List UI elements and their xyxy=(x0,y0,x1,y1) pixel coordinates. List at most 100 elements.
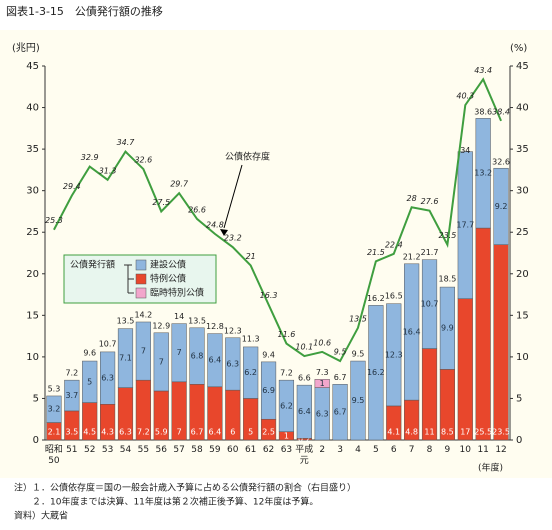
bar-segment xyxy=(457,298,473,441)
y-tick-label: 45 xyxy=(26,61,39,72)
x-tick-label: 52 xyxy=(83,445,96,455)
bar-value-label: 5.9 xyxy=(155,428,168,437)
x-tick-label: 63 xyxy=(280,445,293,455)
bar-value-label: 6 xyxy=(230,428,235,437)
bar-segment xyxy=(457,151,473,299)
x-tick-label: 60 xyxy=(227,445,239,455)
x-axis-label: (年度) xyxy=(478,462,503,474)
y2-tick-label: 20 xyxy=(516,269,529,280)
x-tick-label: 2 xyxy=(319,445,326,455)
bar-value-label: 7 xyxy=(177,348,182,357)
bar-value-label: 3.7 xyxy=(65,391,78,400)
total-label: 11.3 xyxy=(242,335,260,344)
bar-segment xyxy=(493,244,509,441)
bar-value-label: 10.7 xyxy=(421,300,439,309)
total-label: 14.2 xyxy=(134,310,152,319)
x-tick-label: 4 xyxy=(355,445,361,455)
bar-value-label: 13.2 xyxy=(474,169,492,178)
bar-value-label: 7 xyxy=(159,357,164,366)
y-tick-label: 5 xyxy=(33,393,39,404)
x-tick-label: 平成 元 xyxy=(295,445,314,466)
bar-value-label: 5 xyxy=(87,377,92,386)
y2-tick-label: 25 xyxy=(516,227,529,238)
bar-value-label: 6.2 xyxy=(280,401,293,410)
total-label: 9.6 xyxy=(83,349,96,358)
bar-segment xyxy=(207,333,223,388)
bar-value-label: 17.7 xyxy=(456,221,474,230)
total-label: 7.2 xyxy=(65,369,78,378)
x-tick-label: 59 xyxy=(209,445,221,455)
x-tick-label: 58 xyxy=(191,445,203,455)
bar-value-label: 6.7 xyxy=(334,408,347,417)
bar-value-label: 6.3 xyxy=(119,428,132,437)
bar-value-label: 7.1 xyxy=(119,354,132,363)
line-value-label: 24.8 xyxy=(206,220,224,229)
bar-segment xyxy=(82,360,98,403)
line-value-label: 21.5 xyxy=(367,248,385,257)
total-label: 6.6 xyxy=(298,374,311,383)
line-value-label: 10.6 xyxy=(313,338,331,347)
line-value-label: 25.3 xyxy=(45,216,63,225)
bar-segment xyxy=(243,346,259,399)
bar-segment xyxy=(153,332,169,392)
y-tick-label: 15 xyxy=(26,310,39,321)
legend-bracket xyxy=(124,264,134,294)
line-value-label: 21 xyxy=(246,252,256,261)
y2-tick-label: 30 xyxy=(516,186,529,197)
y2-tick-label: 45 xyxy=(516,61,529,72)
bar-value-label: 5 xyxy=(248,428,253,437)
bar-value-label: 16.4 xyxy=(403,327,421,336)
line-value-label: 40.3 xyxy=(456,92,474,101)
total-label: 34 xyxy=(460,146,470,155)
x-tick-label: 62 xyxy=(262,445,275,455)
x-tick-label: 61 xyxy=(244,445,257,455)
y2-tick-label: 15 xyxy=(516,310,529,321)
bar-value-label: 7.2 xyxy=(137,428,150,437)
y2-tick-label: 5 xyxy=(516,393,522,404)
bar-value-label: 23.5 xyxy=(492,428,510,437)
bar-value-label: 9.2 xyxy=(495,202,508,211)
bar-value-label: 6.4 xyxy=(209,428,222,437)
line-value-label: 34.7 xyxy=(117,138,136,147)
line-value-label: 22.4 xyxy=(385,240,403,249)
bar-segment xyxy=(332,384,348,441)
line-value-label: 11.6 xyxy=(278,330,296,339)
total-label: 12.8 xyxy=(206,322,224,331)
line-value-label: 26.6 xyxy=(188,205,206,214)
note: 資料）大蔵省 xyxy=(14,510,68,522)
x-tick-label: 9 xyxy=(444,445,451,455)
total-label: 14 xyxy=(174,312,184,321)
line-value-label: 32.9 xyxy=(81,153,99,162)
total-label: 13.5 xyxy=(188,316,206,325)
bar-value-label: 1 xyxy=(320,379,325,388)
bar-value-label: 9.9 xyxy=(441,324,454,333)
x-tick-label: 53 xyxy=(101,445,114,455)
bar-segment xyxy=(135,321,151,381)
legend-label: 建設公債 xyxy=(150,259,186,271)
line-value-label: 23.2 xyxy=(224,234,242,243)
bar-segment xyxy=(404,263,420,401)
bar-segment xyxy=(296,384,312,439)
x-tick-label: 54 xyxy=(119,445,132,455)
bar-value-label: 9.5 xyxy=(352,396,365,405)
bar-value-label: 1 xyxy=(284,431,289,440)
total-label: 21.2 xyxy=(403,252,421,261)
x-tick-label: 55 xyxy=(137,445,150,455)
y2-tick-label: 0 xyxy=(516,435,522,446)
bar-value-label: 0.2 xyxy=(298,435,311,444)
total-label: 7.2 xyxy=(280,369,293,378)
bar-segment xyxy=(260,361,277,420)
line-value-label: 29.4 xyxy=(63,182,81,191)
bar-segment xyxy=(64,379,80,412)
bar-segment xyxy=(368,305,384,441)
note: 注）１．公債依存度＝国の一般会計歳入予算に占める公債発行額の割合（右目盛り） xyxy=(14,482,356,494)
x-tick-label: 10 xyxy=(459,445,471,455)
legend-swatch xyxy=(135,273,147,285)
y-tick-label: 40 xyxy=(26,103,39,114)
annotation-arrowhead xyxy=(220,229,228,236)
y2-tick-label: 35 xyxy=(516,144,529,155)
bar-value-label: 4.1 xyxy=(387,428,400,437)
bar-segment xyxy=(475,118,491,229)
total-label: 9.4 xyxy=(262,350,275,359)
